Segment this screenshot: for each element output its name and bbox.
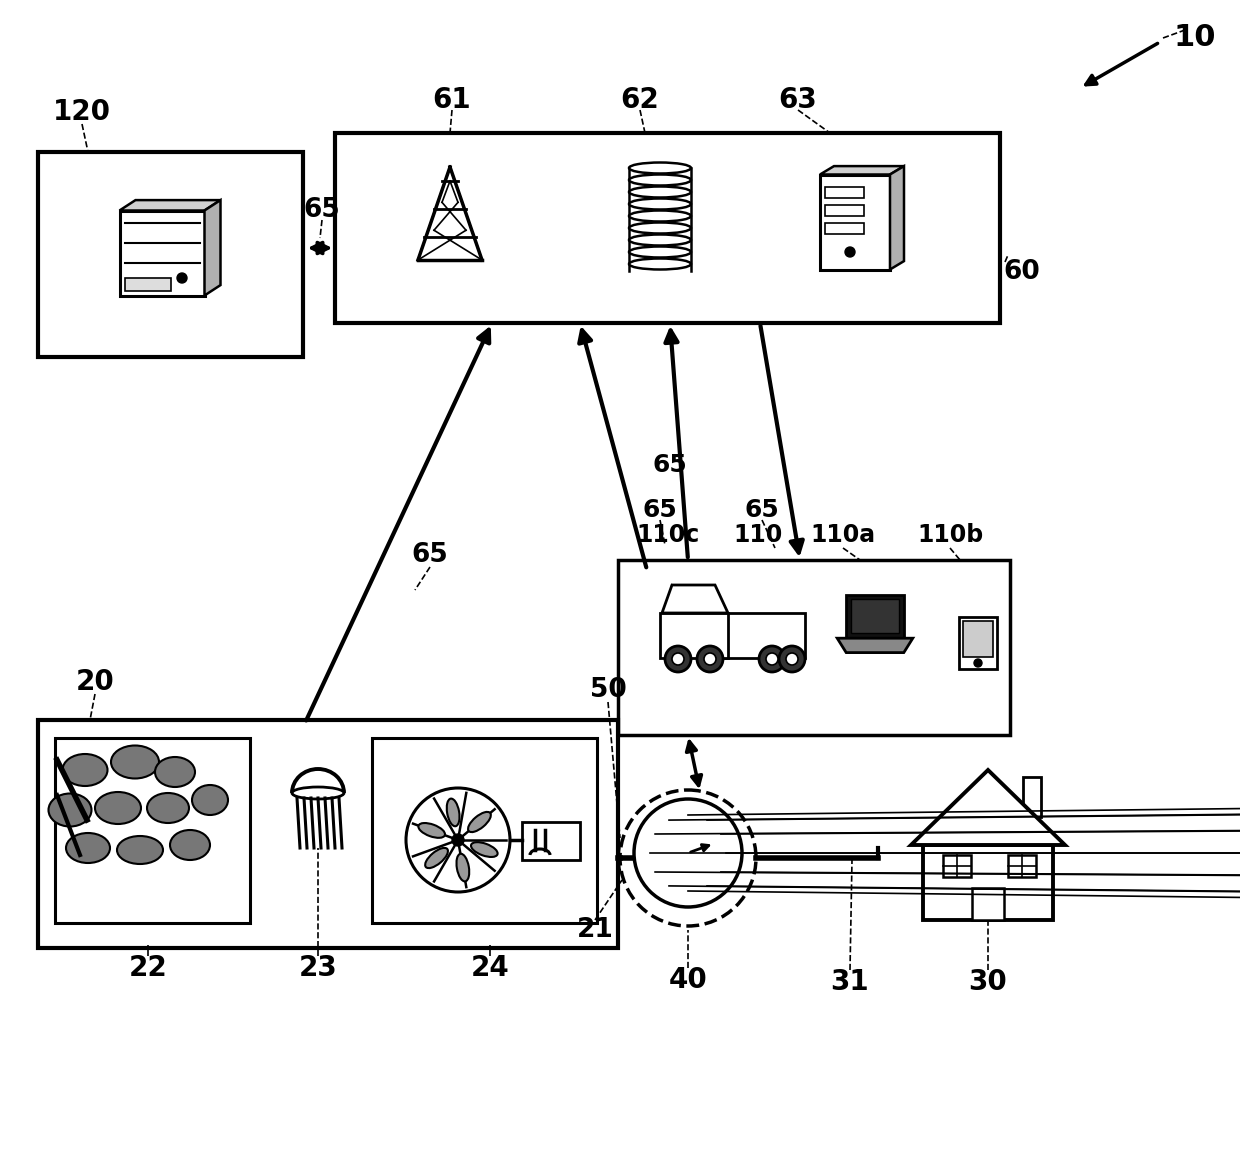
Ellipse shape — [291, 787, 343, 799]
Text: 120: 120 — [53, 98, 112, 126]
Text: 21: 21 — [577, 917, 614, 943]
Text: 24: 24 — [471, 954, 510, 982]
Ellipse shape — [192, 785, 228, 815]
Polygon shape — [820, 166, 904, 175]
Ellipse shape — [148, 793, 188, 823]
FancyBboxPatch shape — [725, 613, 805, 658]
Ellipse shape — [112, 746, 159, 778]
Ellipse shape — [629, 175, 691, 185]
FancyBboxPatch shape — [820, 175, 890, 270]
FancyBboxPatch shape — [825, 186, 863, 198]
Ellipse shape — [467, 812, 491, 833]
Circle shape — [844, 247, 856, 257]
FancyBboxPatch shape — [972, 888, 1004, 919]
FancyBboxPatch shape — [335, 133, 999, 323]
FancyBboxPatch shape — [124, 278, 171, 291]
Text: 22: 22 — [129, 954, 167, 982]
FancyBboxPatch shape — [618, 560, 1011, 735]
Ellipse shape — [471, 842, 497, 857]
Circle shape — [634, 799, 742, 907]
Text: 61: 61 — [433, 86, 471, 113]
Text: 23: 23 — [299, 954, 337, 982]
Ellipse shape — [629, 258, 691, 270]
FancyBboxPatch shape — [959, 617, 997, 669]
Text: 65: 65 — [304, 197, 340, 223]
FancyBboxPatch shape — [55, 738, 250, 923]
Ellipse shape — [456, 853, 469, 881]
Ellipse shape — [418, 823, 445, 838]
Polygon shape — [837, 638, 913, 653]
Ellipse shape — [170, 830, 210, 860]
FancyBboxPatch shape — [38, 152, 303, 357]
Circle shape — [704, 653, 715, 665]
Polygon shape — [662, 585, 728, 613]
Circle shape — [620, 790, 756, 926]
FancyBboxPatch shape — [851, 599, 899, 632]
Circle shape — [697, 646, 723, 672]
Circle shape — [786, 653, 799, 665]
Ellipse shape — [95, 792, 141, 824]
FancyBboxPatch shape — [942, 855, 971, 877]
Circle shape — [672, 653, 684, 665]
Text: 65: 65 — [412, 542, 449, 569]
Circle shape — [766, 653, 777, 665]
Ellipse shape — [629, 211, 691, 221]
Text: 110b: 110b — [916, 523, 983, 547]
Ellipse shape — [629, 247, 691, 257]
Text: 65: 65 — [642, 498, 677, 522]
Text: 62: 62 — [621, 86, 660, 113]
FancyBboxPatch shape — [1008, 855, 1035, 877]
Polygon shape — [890, 166, 904, 270]
FancyBboxPatch shape — [825, 222, 863, 234]
FancyBboxPatch shape — [372, 738, 596, 923]
Circle shape — [177, 273, 187, 283]
Ellipse shape — [446, 799, 460, 827]
Text: 110a: 110a — [811, 523, 875, 547]
Circle shape — [779, 646, 805, 672]
Ellipse shape — [629, 235, 691, 245]
Circle shape — [453, 834, 464, 846]
Text: 60: 60 — [1003, 259, 1040, 285]
Polygon shape — [119, 200, 221, 211]
Text: 110: 110 — [733, 523, 782, 547]
FancyBboxPatch shape — [923, 845, 1053, 919]
Ellipse shape — [66, 833, 110, 863]
Text: 63: 63 — [779, 86, 817, 113]
Text: 20: 20 — [76, 668, 114, 696]
Text: 110c: 110c — [636, 523, 699, 547]
Text: 30: 30 — [968, 968, 1007, 996]
Text: 10: 10 — [1174, 23, 1216, 52]
FancyBboxPatch shape — [1023, 777, 1042, 818]
Ellipse shape — [629, 198, 691, 210]
Text: 31: 31 — [831, 968, 869, 996]
Circle shape — [665, 646, 691, 672]
Ellipse shape — [62, 754, 108, 786]
FancyBboxPatch shape — [660, 613, 728, 658]
FancyBboxPatch shape — [846, 595, 904, 638]
Ellipse shape — [425, 848, 448, 868]
Text: 65: 65 — [745, 498, 780, 522]
FancyBboxPatch shape — [963, 621, 993, 657]
FancyBboxPatch shape — [825, 205, 863, 215]
Ellipse shape — [629, 186, 691, 198]
FancyBboxPatch shape — [38, 720, 618, 948]
Ellipse shape — [155, 757, 195, 787]
Text: 50: 50 — [590, 677, 626, 703]
FancyBboxPatch shape — [620, 848, 639, 870]
Circle shape — [405, 787, 510, 892]
Circle shape — [973, 659, 982, 667]
Text: 65: 65 — [652, 453, 687, 477]
Polygon shape — [911, 770, 1065, 845]
Ellipse shape — [117, 836, 162, 864]
Ellipse shape — [629, 222, 691, 234]
Polygon shape — [205, 200, 221, 295]
FancyBboxPatch shape — [650, 884, 725, 906]
FancyBboxPatch shape — [119, 211, 205, 295]
Circle shape — [759, 646, 785, 672]
FancyBboxPatch shape — [522, 822, 580, 860]
Ellipse shape — [629, 162, 691, 174]
Ellipse shape — [48, 793, 92, 827]
Text: 40: 40 — [668, 966, 707, 994]
